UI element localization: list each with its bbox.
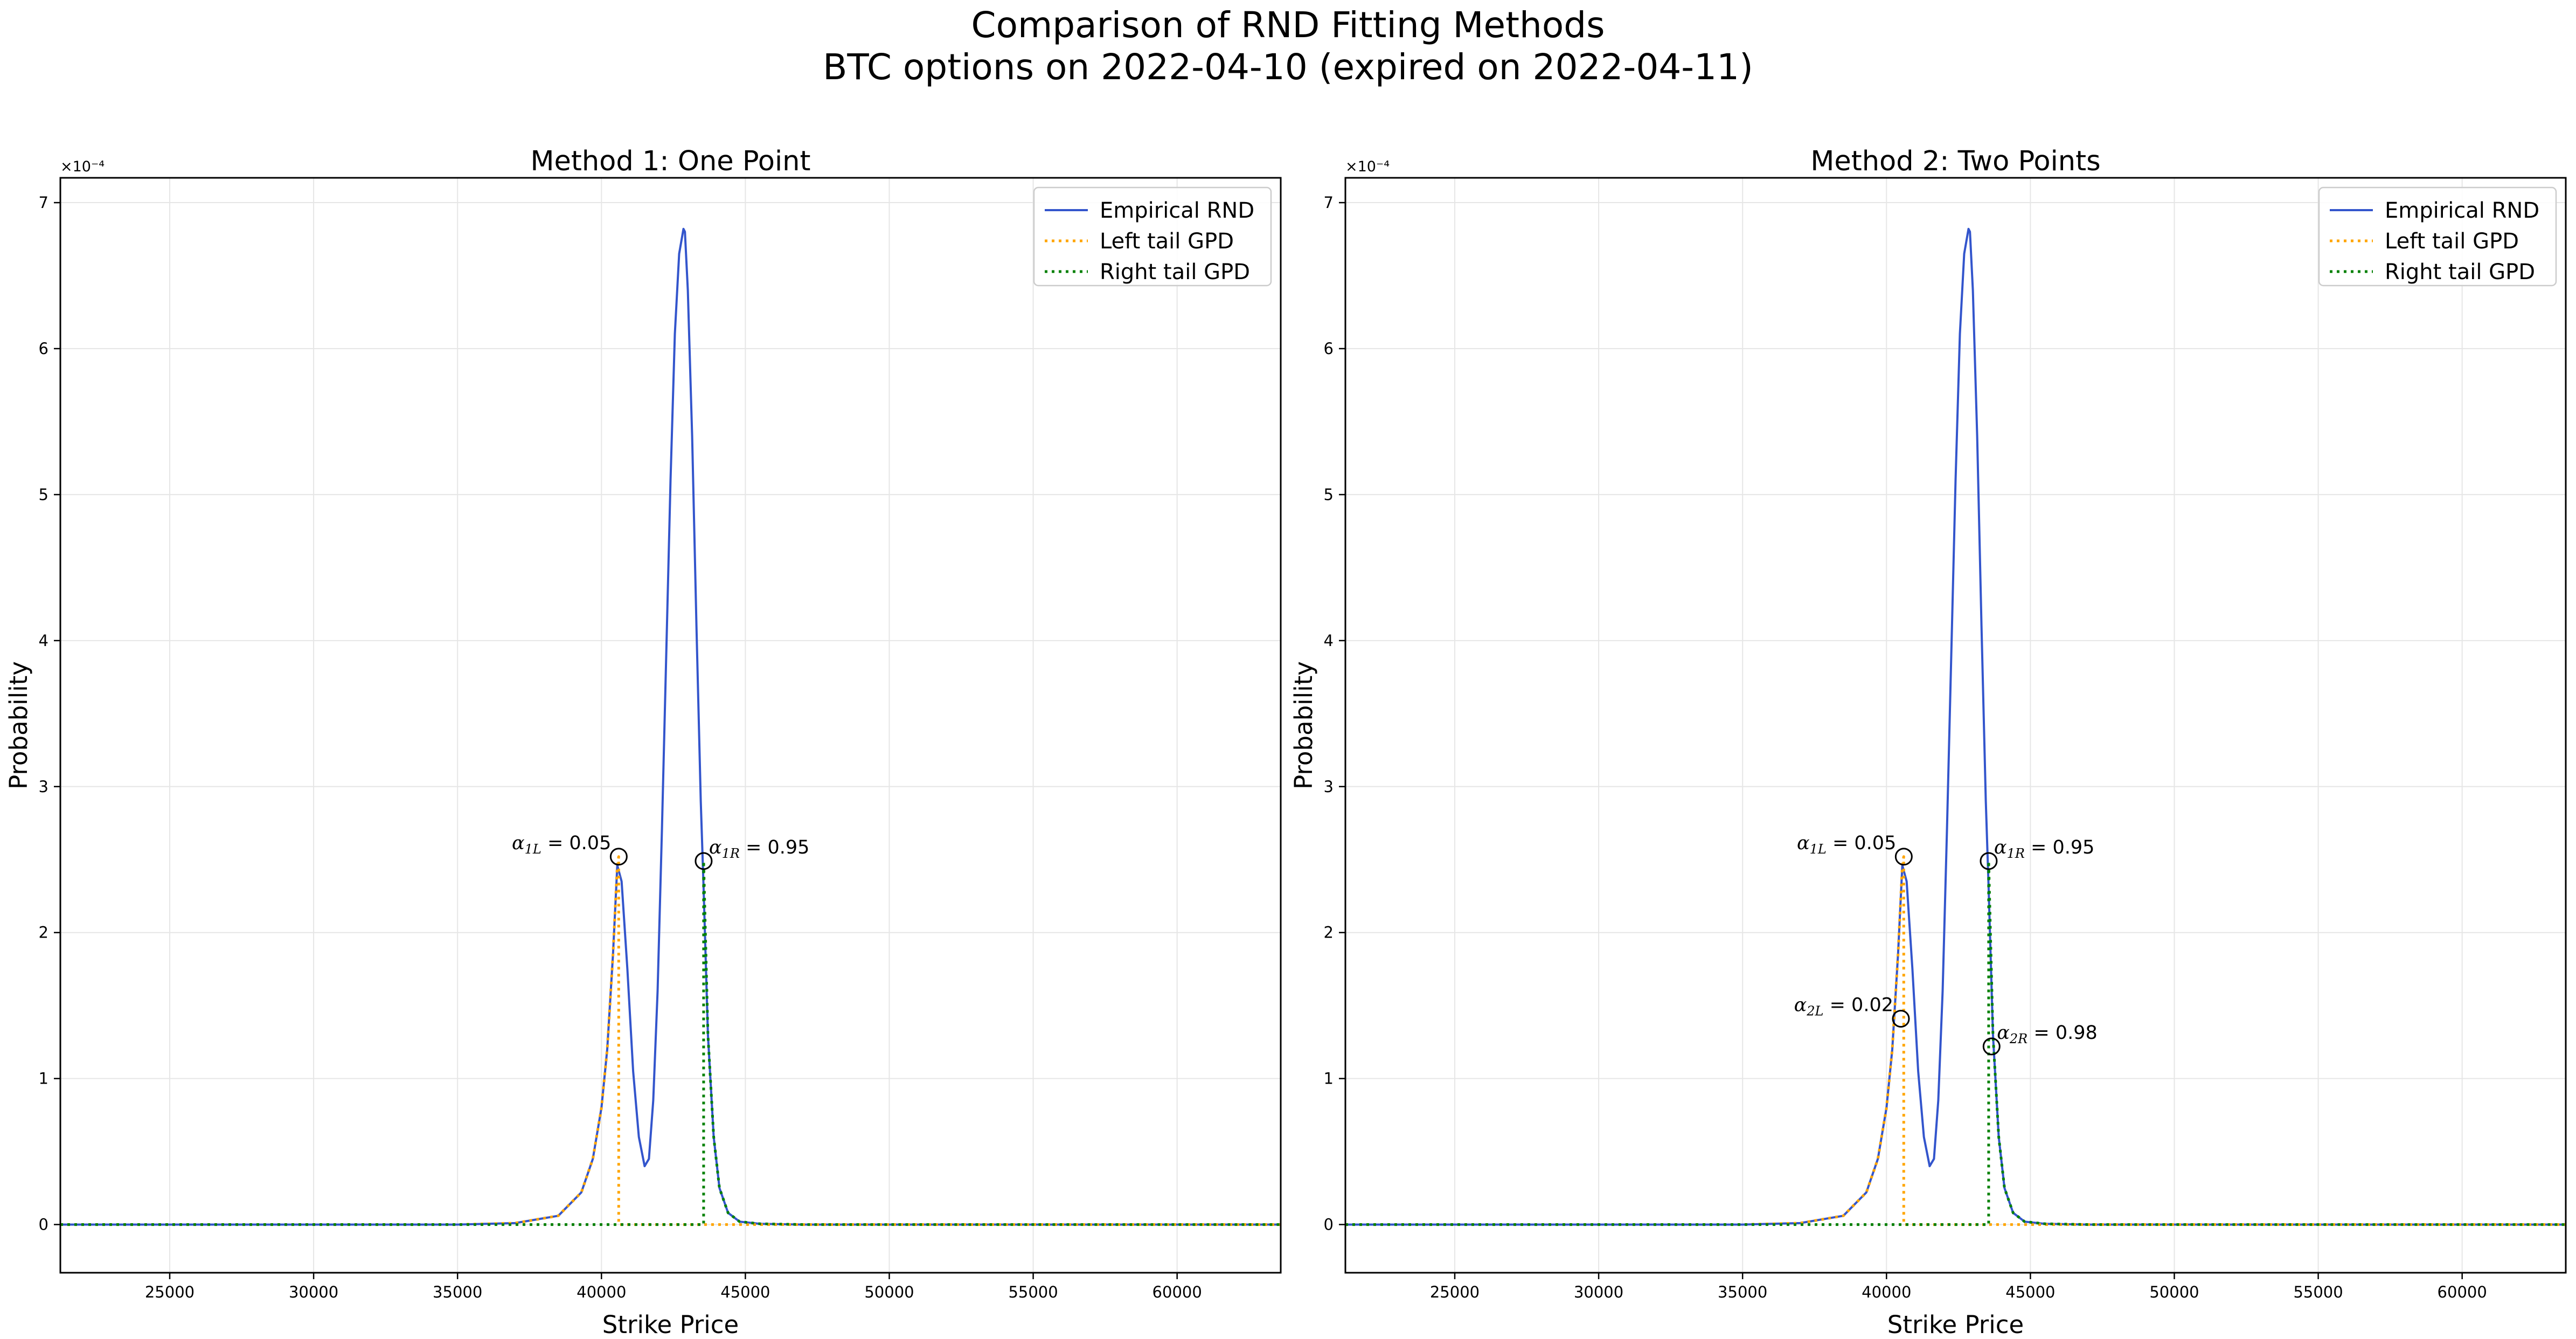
alpha-value: = 0.95	[740, 837, 810, 858]
y-tick-label: 7	[1324, 193, 1334, 212]
x-tick-label: 50000	[864, 1283, 914, 1301]
y-tick-label: 3	[1324, 778, 1334, 796]
legend-entry: Empirical RND	[1100, 198, 1254, 223]
alpha-value: = 0.05	[1827, 832, 1897, 854]
y-tick-label: 1	[1324, 1070, 1334, 1088]
legend-entry: Left tail GPD	[2385, 229, 2519, 254]
alpha-subscript: 2R	[2009, 1031, 2028, 1046]
annotation-marker	[1892, 1010, 1910, 1028]
x-tick-label: 40000	[577, 1283, 626, 1301]
legend-box	[2318, 186, 2557, 287]
x-axis-label: Strike Price	[602, 1310, 739, 1339]
empirical-rnd-line	[60, 227, 1281, 1226]
left-tail-gpd-line	[1345, 855, 2566, 1226]
x-tick-label: 25000	[1430, 1283, 1480, 1301]
annotation-marker	[1894, 848, 1913, 866]
figure-title-line1: Comparison of RND Fitting Methods	[971, 4, 1605, 46]
legend-box	[1033, 186, 1272, 287]
x-tick-label: 35000	[433, 1283, 482, 1301]
legend-entry: Right tail GPD	[1100, 260, 1250, 285]
y-axis-label: Probability	[1289, 661, 1318, 789]
x-tick-label: 60000	[1152, 1283, 1202, 1301]
axes-frame	[59, 177, 1282, 1274]
x-tick-label: 55000	[2293, 1283, 2343, 1301]
x-tick-label: 30000	[1574, 1283, 1623, 1301]
x-tick-label: 50000	[2149, 1283, 2199, 1301]
y-offset-label: ×10⁻⁴	[1345, 158, 1390, 175]
y-tick-label: 6	[39, 339, 48, 358]
alpha-value: = 0.05	[541, 832, 612, 854]
alpha-value: = 0.98	[2028, 1022, 2098, 1044]
annotation-marker	[609, 848, 628, 866]
y-tick-label: 4	[39, 632, 48, 650]
annotation-marker	[695, 852, 713, 870]
alpha-annotation: α1L = 0.05	[1797, 832, 1896, 857]
panel-method-2: 25000 30000 35000 40000 45000 50000 55000 60000…	[1289, 145, 2567, 1339]
y-tick-label: 2	[39, 924, 48, 942]
right-tail-gpd-line	[60, 859, 1281, 1226]
x-tick-label: 60000	[2438, 1283, 2487, 1301]
alpha-symbol: α	[709, 837, 722, 858]
annotation-marker	[1980, 852, 1998, 870]
alpha-annotation: α1L = 0.05	[512, 832, 611, 857]
y-tick-label: 4	[1324, 632, 1334, 650]
right-tail-gpd-line	[1345, 859, 2566, 1226]
x-tick-label: 40000	[1862, 1283, 1911, 1301]
y-tick-label: 6	[1324, 339, 1334, 358]
y-offset-label: ×10⁻⁴	[60, 158, 105, 175]
x-tick-label: 35000	[1718, 1283, 1767, 1301]
alpha-symbol: α	[1794, 995, 1807, 1016]
axes-frame	[1344, 177, 2567, 1274]
alpha-subscript: 1L	[525, 842, 541, 857]
y-tick-label: 3	[39, 778, 48, 796]
x-tick-label: 45000	[720, 1283, 770, 1301]
x-tick-label: 45000	[2005, 1283, 2055, 1301]
annotation-marker	[1982, 1037, 2001, 1056]
panel-title: Method 1: One Point	[530, 145, 810, 177]
alpha-subscript: 2L	[1806, 1004, 1823, 1019]
alpha-annotation: α1R = 0.95	[709, 837, 810, 861]
y-tick-label: 2	[1324, 924, 1334, 942]
alpha-symbol: α	[1997, 1022, 2010, 1044]
y-tick-label: 7	[39, 193, 48, 212]
figure-title-line2: BTC options on 2022-04-10 (expired on 20…	[823, 46, 1753, 88]
legend-entry: Right tail GPD	[2385, 260, 2535, 285]
alpha-annotation: α2L = 0.02	[1794, 995, 1893, 1019]
alpha-symbol: α	[1797, 832, 1810, 854]
y-tick-label: 0	[1324, 1216, 1334, 1234]
legend-entry: Left tail GPD	[1100, 229, 1234, 254]
panel-title: Method 2: Two Points	[1810, 145, 2100, 177]
panel-method-1: 25000 30000 35000 40000 45000 50000 55000 60000…	[4, 145, 1282, 1339]
alpha-symbol: α	[512, 832, 525, 854]
alpha-subscript: 1R	[722, 846, 740, 861]
left-tail-gpd-line	[60, 855, 1281, 1226]
x-tick-label: 25000	[145, 1283, 195, 1301]
alpha-value: = 0.95	[2025, 837, 2095, 858]
y-tick-label: 1	[39, 1070, 48, 1088]
x-tick-label: 55000	[1008, 1283, 1058, 1301]
y-axis-label: Probability	[4, 661, 33, 789]
alpha-value: = 0.02	[1823, 995, 1893, 1016]
alpha-subscript: 1L	[1810, 842, 1827, 857]
alpha-subscript: 1R	[2007, 846, 2025, 861]
figure-title: Comparison of RND Fitting Methods BTC op…	[0, 4, 2576, 88]
alpha-annotation: α2R = 0.98	[1997, 1022, 2098, 1046]
y-tick-label: 0	[39, 1216, 48, 1234]
y-tick-label: 5	[1324, 485, 1334, 504]
x-axis-label: Strike Price	[1887, 1310, 2024, 1339]
legend-entry: Empirical RND	[2385, 198, 2539, 223]
alpha-annotation: α1R = 0.95	[1994, 837, 2095, 861]
x-tick-label: 30000	[289, 1283, 338, 1301]
y-tick-label: 5	[39, 485, 48, 504]
alpha-symbol: α	[1994, 837, 2007, 858]
empirical-rnd-line	[1345, 227, 2566, 1226]
